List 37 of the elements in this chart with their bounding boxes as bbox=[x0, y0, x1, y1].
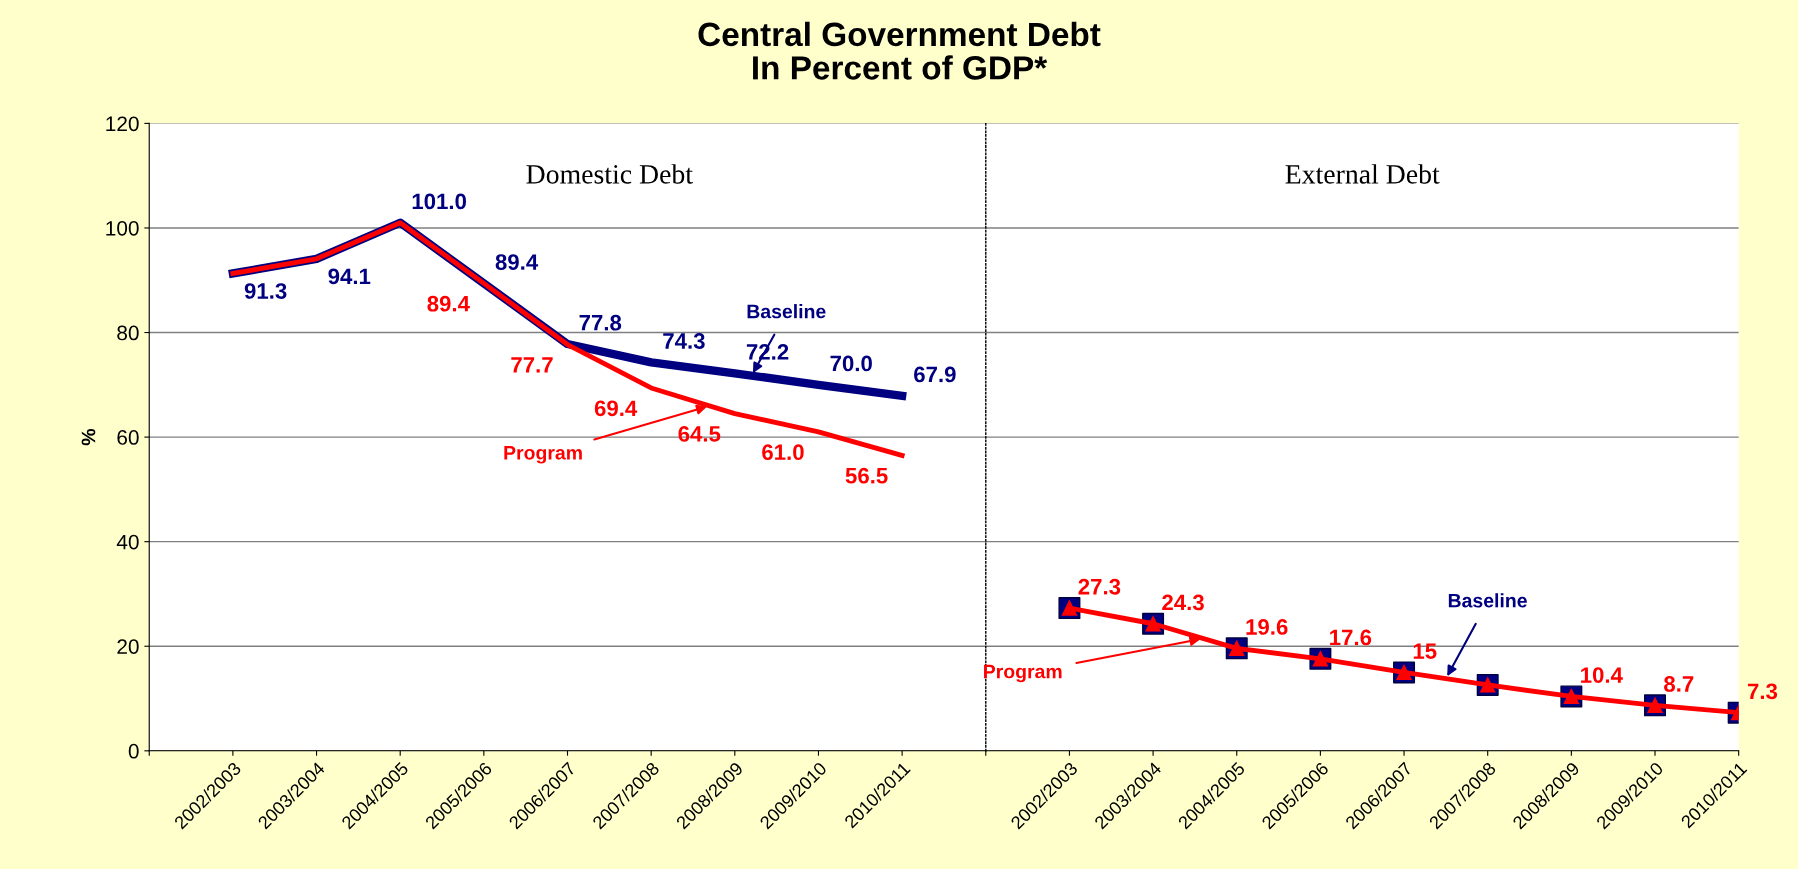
annotation: External Debt bbox=[1285, 164, 1440, 184]
data-label: 67.9 bbox=[914, 366, 956, 383]
data-label: 27.3 bbox=[1078, 578, 1121, 595]
data-label: 19.6 bbox=[1246, 619, 1288, 635]
data-label: 77.8 bbox=[579, 314, 622, 331]
annotation: Domestic Debt bbox=[526, 164, 693, 184]
data-label: 64.5 bbox=[678, 426, 721, 442]
data-label: 101.0 bbox=[412, 193, 467, 210]
data-label: 77.7 bbox=[511, 357, 553, 373]
data-label: 69.4 bbox=[594, 400, 638, 417]
data-label: 56.5 bbox=[845, 467, 888, 484]
text: Program bbox=[984, 664, 1062, 683]
data-label: 91.3 bbox=[244, 283, 287, 299]
data-label: 17.6 bbox=[1330, 629, 1372, 646]
y-tick-label: 80 bbox=[117, 325, 139, 341]
data-label: 61.0 bbox=[762, 444, 804, 461]
y-tick-label: 40 bbox=[116, 534, 139, 550]
data-label: 7.3 bbox=[1747, 683, 1778, 700]
text: Program bbox=[504, 446, 582, 464]
data-label: 89.4 bbox=[495, 254, 539, 270]
text: Baseline bbox=[1448, 593, 1527, 608]
data-label: 89.4 bbox=[427, 295, 470, 312]
y-tick-label: 60 bbox=[117, 430, 139, 445]
y-tick-label: 20 bbox=[117, 639, 139, 654]
y-tick-label: 100 bbox=[106, 220, 139, 236]
data-label: 94.1 bbox=[328, 268, 371, 285]
data-label: 70.0 bbox=[830, 355, 872, 372]
data-label: 10.4 bbox=[1581, 667, 1623, 683]
chart-title: Central Government Debt In Percent of GDP* bbox=[698, 21, 1101, 80]
data-label: 8.7 bbox=[1664, 676, 1694, 692]
text: Baseline bbox=[747, 304, 826, 319]
data-label: 15 bbox=[1413, 643, 1437, 659]
y-tick-label: 120 bbox=[106, 116, 139, 132]
y-axis-title: % bbox=[81, 428, 96, 446]
data-label: 74.3 bbox=[663, 333, 705, 349]
y-tick-label: 0 bbox=[128, 743, 139, 759]
data-label: 24.3 bbox=[1162, 594, 1204, 611]
